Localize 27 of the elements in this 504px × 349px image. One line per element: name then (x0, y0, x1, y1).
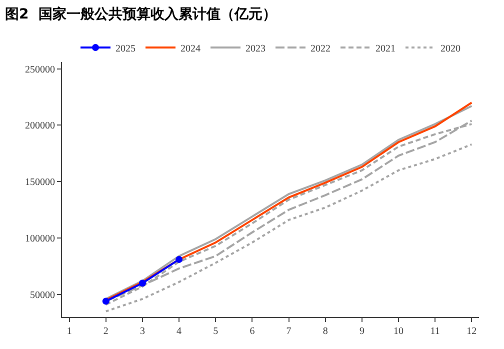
legend-label: 2022 (310, 43, 330, 54)
x-tick-label: 9 (359, 326, 364, 337)
x-tick-label: 10 (394, 326, 404, 337)
point (176, 256, 183, 263)
y-tick-label: 250000 (25, 64, 55, 76)
x-tick-label: 11 (430, 326, 440, 337)
y-tick-label: 150000 (25, 177, 55, 188)
legend-label: 2023 (246, 43, 266, 54)
x-tick-label: 5 (213, 326, 218, 337)
y-tick-label: 50000 (30, 290, 55, 301)
x-tick-label: 2 (103, 326, 108, 337)
y-tick-label: 100000 (25, 234, 55, 245)
point (138, 280, 146, 287)
legend-label: 2021 (376, 43, 396, 54)
x-tick-label: 12 (466, 326, 477, 337)
x-tick-label: 8 (322, 326, 328, 337)
x-tick-label: 3 (140, 326, 145, 337)
point (102, 298, 110, 305)
legend-label: 2025 (116, 43, 136, 54)
x-tick-label: 4 (176, 326, 182, 337)
x-tick-label: 1 (66, 326, 72, 337)
x-tick-label: 7 (286, 326, 292, 337)
x-tick-label: 6 (250, 326, 255, 337)
legend-label: 2020 (440, 43, 460, 54)
y-tick-label: 200000 (25, 120, 55, 132)
legend-label: 2024 (180, 43, 200, 54)
chart-title: 图2 国家一般公共预算收入累计值（亿元） (5, 6, 277, 23)
